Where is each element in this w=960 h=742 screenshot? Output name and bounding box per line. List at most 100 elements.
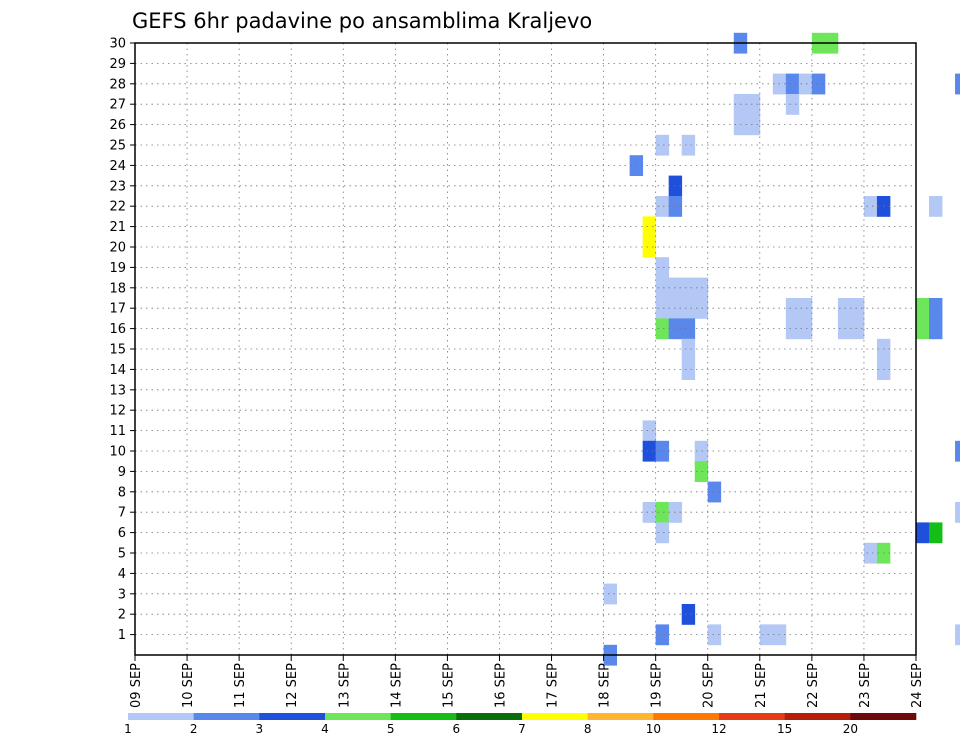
heatmap-cell	[929, 196, 943, 217]
y-tick-label: 16	[109, 322, 126, 337]
heatmap-cell	[681, 604, 696, 625]
y-tick-label: 17	[109, 302, 126, 317]
heatmap-cell	[655, 440, 670, 462]
heatmap-cell	[916, 298, 930, 319]
heatmap-cell	[655, 318, 670, 340]
heatmap-cell	[655, 298, 670, 319]
heatmap-cell	[929, 522, 943, 544]
heatmap-cell	[798, 298, 813, 319]
heatmap-cell	[681, 338, 696, 360]
y-tick-label: 11	[109, 424, 126, 439]
colorbar-label: 2	[190, 722, 198, 736]
colorbar-swatch	[653, 713, 720, 720]
heatmap-cell	[655, 522, 670, 544]
x-tick-label: 10 SEP	[181, 663, 196, 708]
heatmap-cell	[850, 318, 865, 340]
colorbar-label: 3	[256, 722, 264, 736]
heatmap-cell	[863, 542, 878, 564]
heatmap-cell	[681, 277, 696, 299]
heatmap-cell	[785, 318, 800, 340]
heatmap-cell	[759, 624, 774, 646]
y-tick-label: 15	[109, 343, 126, 358]
heatmap-cell	[785, 298, 800, 319]
colorbar-label: 10	[646, 722, 661, 736]
colorbar-swatch	[193, 713, 260, 720]
heatmap-cell	[642, 236, 657, 258]
heatmap-cell	[681, 359, 696, 380]
colorbar-label: 7	[518, 722, 526, 736]
x-axis: 09 SEP 10 SEP 11 SEP 12 SEP 13 SEP 14 SEP 15 S…	[129, 655, 925, 708]
colorbar-swatch	[390, 713, 457, 720]
heatmap-cell	[850, 298, 865, 319]
y-tick-label: 5	[118, 547, 126, 562]
y-tick-label: 4	[118, 567, 126, 582]
y-tick-label: 12	[109, 404, 126, 419]
colorbar-swatch	[325, 713, 391, 720]
colorbar-swatch	[719, 713, 785, 720]
y-tick-label: 6	[118, 526, 126, 541]
y-tick-label: 29	[109, 57, 126, 72]
colorbar-label: 15	[777, 722, 792, 736]
y-tick-label: 22	[109, 200, 126, 215]
heatmap-cell	[655, 257, 670, 278]
heatmap-cell	[655, 196, 670, 217]
y-tick-label: 25	[109, 139, 126, 154]
y-tick-label: 19	[109, 261, 126, 276]
heatmap-cell	[655, 277, 670, 299]
y-tick-label: 8	[118, 485, 126, 500]
colorbar-label: 20	[843, 722, 858, 736]
y-tick-label: 30	[109, 37, 126, 52]
colorbar-label: 12	[711, 722, 726, 736]
y-tick-label: 28	[109, 77, 126, 92]
y-tick-label: 20	[109, 241, 126, 256]
y-tick-label: 2	[118, 608, 126, 623]
x-tick-label: 23 SEP	[858, 663, 873, 708]
heatmap-cell	[655, 502, 670, 523]
y-tick-label: 14	[109, 363, 126, 378]
heatmap-cell	[694, 440, 709, 462]
heatmap-cell	[642, 216, 657, 238]
x-tick-label: 22 SEP	[806, 663, 821, 708]
heatmap-cell	[955, 73, 960, 95]
x-tick-label: 14 SEP	[389, 663, 404, 708]
grid-lines	[135, 42, 916, 655]
y-tick-label: 27	[109, 98, 126, 113]
heatmap-cell	[707, 481, 722, 503]
y-tick-label: 1	[118, 628, 126, 643]
heatmap-cells	[603, 32, 960, 666]
heatmap-cell	[955, 624, 960, 646]
heatmap-cell	[955, 502, 960, 523]
colorbar-label: 5	[387, 722, 395, 736]
heatmap-cell	[929, 318, 943, 340]
colorbar-swatch	[522, 713, 588, 720]
heatmap-cell	[785, 94, 800, 115]
colorbar-label: 6	[453, 722, 461, 736]
y-tick-label: 10	[109, 445, 126, 460]
y-tick-label: 7	[118, 506, 126, 521]
y-tick-label: 9	[118, 465, 126, 480]
y-tick-label: 18	[109, 281, 126, 296]
colorbar-swatch	[128, 713, 194, 720]
heatmap-cell	[681, 134, 696, 156]
heatmap-cell	[863, 196, 878, 217]
heatmap-cell	[681, 318, 696, 340]
heatmap-cell	[642, 420, 657, 442]
x-tick-label: 18 SEP	[598, 663, 613, 708]
colorbar-label: 4	[321, 722, 329, 736]
colorbar-label: 8	[584, 722, 592, 736]
x-tick-label: 21 SEP	[754, 663, 769, 708]
y-tick-label: 24	[109, 159, 126, 174]
heatmap-cell	[694, 277, 709, 299]
y-tick-label: 13	[109, 383, 126, 398]
heatmap-cell	[642, 502, 657, 523]
y-tick-label: 26	[109, 118, 126, 133]
heatmap-cell	[785, 73, 800, 95]
colorbar-label: 1	[124, 722, 132, 736]
y-tick-label: 3	[118, 587, 126, 602]
heatmap-cell	[655, 624, 670, 646]
x-tick-label: 09 SEP	[129, 663, 144, 708]
heatmap-cell	[746, 114, 761, 136]
colorbar-swatch	[456, 713, 523, 720]
heatmap-cell	[955, 440, 960, 462]
